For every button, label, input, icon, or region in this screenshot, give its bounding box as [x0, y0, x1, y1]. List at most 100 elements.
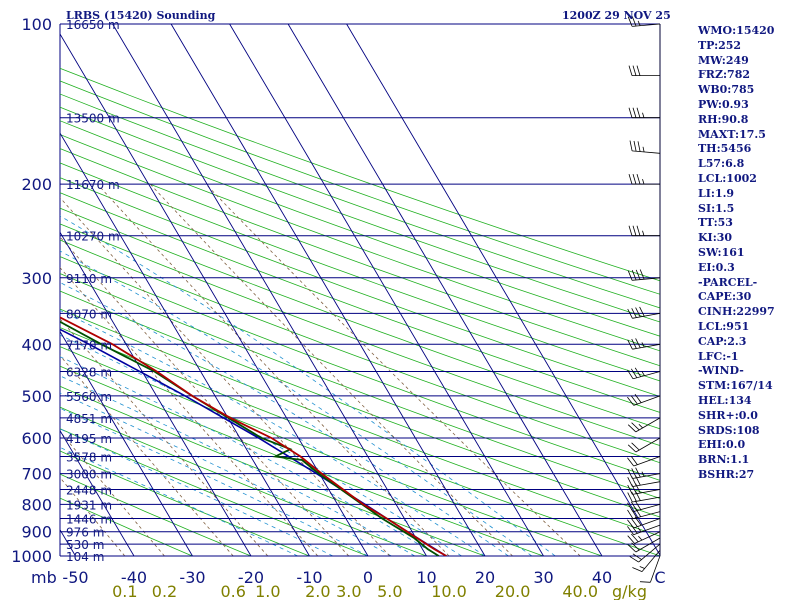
pressure-tick-label: 1000 — [11, 547, 52, 566]
wind-barb — [627, 491, 661, 503]
sounding-index: TH:5456 — [698, 142, 752, 156]
wind-barb-flag — [632, 567, 643, 572]
wind-barb-flag — [635, 307, 641, 318]
sounding-index: STM:167/14 — [698, 379, 773, 393]
wind-barb-flag — [641, 471, 645, 477]
sounding-index: MAXT:17.5 — [698, 127, 766, 141]
wind-barb-flag — [631, 542, 640, 551]
sounding-index: LI:1.9 — [698, 186, 735, 200]
wind-barb-flag — [627, 492, 633, 503]
wind-barb-flag — [632, 553, 642, 560]
wind-barb-staff — [632, 511, 661, 520]
height-label: 7170 m — [66, 338, 112, 352]
wind-barb-staff — [634, 531, 661, 544]
mixing-ratio-tick-label: 1.0 — [255, 582, 280, 600]
wind-barb-flag — [627, 16, 633, 27]
wind-barb-flag — [627, 526, 635, 535]
wind-barb-flag — [627, 519, 635, 529]
wind-barb-staff — [635, 417, 661, 433]
sounding-index: MW:249 — [698, 53, 749, 67]
height-label: 530 m — [66, 538, 104, 552]
wind-barb-flag — [639, 306, 645, 317]
dry-adiabat — [60, 327, 660, 556]
temperature-tick-label: 0 — [363, 568, 373, 587]
temperature-tick-label: -40 — [121, 568, 147, 587]
mixing-ratio-line — [60, 236, 350, 556]
mixing-ratio-tick-label: 0.1 — [112, 582, 137, 600]
wind-barb-staff — [632, 150, 661, 154]
isotherm — [287, 24, 603, 556]
wind-barb-staff — [633, 524, 661, 536]
mixing-ratio-line — [60, 267, 319, 556]
mixing-ratio-tick-label: 0.2 — [152, 582, 177, 600]
wind-barb-staff — [633, 395, 661, 406]
dry-adiabat — [60, 67, 660, 282]
pressure-tick-label: 200 — [21, 175, 52, 194]
wind-barb-flag — [632, 173, 637, 185]
isotherm — [112, 24, 427, 556]
sounding-index: BSHR:27 — [698, 467, 755, 481]
pressure-tick-label: 700 — [21, 465, 52, 484]
station-title: LRBS (15420) Sounding — [66, 9, 216, 22]
wind-barb-staff — [632, 23, 661, 27]
height-label: 6328 m — [66, 366, 112, 380]
dry-adiabat — [60, 93, 660, 309]
sounding-index: L57:6.8 — [698, 157, 745, 171]
sounding-index: -WIND- — [698, 364, 744, 378]
mixing-ratio-unit-label: g/kg — [612, 582, 647, 600]
height-label: 4195 m — [66, 432, 112, 446]
sounding-index: TP:252 — [698, 38, 742, 52]
dry-adiabat — [60, 192, 660, 413]
pressure-tick-label: 800 — [21, 495, 52, 514]
wind-barb — [628, 173, 660, 185]
mixing-ratio-tick-label: 2.0 — [305, 582, 330, 600]
dry-adiabat — [60, 273, 660, 499]
dry-adiabat — [60, 106, 660, 323]
wind-barb-flag — [630, 395, 638, 405]
wind-barb-staff — [632, 481, 661, 487]
wind-barb-staff — [632, 489, 661, 495]
profiles — [60, 316, 447, 556]
wind-barb-flag — [627, 477, 633, 487]
wind-barb-staff — [633, 456, 661, 467]
wind-barb-flag — [630, 368, 638, 378]
wind-barb-flag — [642, 178, 645, 185]
wind-barb-flag — [635, 269, 641, 280]
mixing-ratio-tick-label: 5.0 — [377, 582, 402, 600]
moist-adiabat — [60, 392, 392, 556]
dry-adiabat — [60, 207, 660, 430]
isotherm — [346, 24, 660, 556]
dry-adiabat — [60, 148, 660, 367]
wind-barb-flag — [635, 338, 641, 348]
dry-adiabat — [60, 134, 660, 352]
sounding-index: LCL:1002 — [698, 171, 757, 185]
isotherm — [170, 24, 486, 556]
wind-barb-flag — [636, 107, 641, 118]
mixing-ratio-line — [149, 183, 513, 556]
height-label: 2448 m — [66, 484, 112, 498]
sounding-index: LCL:951 — [698, 319, 750, 333]
pressure-tick-label: 300 — [21, 269, 52, 288]
wind-barb-flag — [629, 140, 633, 151]
wind-barb — [628, 107, 660, 119]
wind-barb-flag — [635, 467, 641, 478]
dry-adiabat — [60, 385, 487, 556]
sounding-index: SW:161 — [698, 245, 745, 259]
wind-barb-flag — [631, 468, 637, 478]
sounding-index: RH:90.8 — [698, 112, 749, 126]
wind-barb — [627, 417, 661, 433]
pressure-tick-label: 500 — [21, 387, 52, 406]
wind-barb-flag — [637, 20, 641, 26]
height-label: 5560 m — [66, 390, 112, 404]
sounding-index: KI:30 — [698, 231, 733, 245]
height-label: 1931 m — [66, 498, 112, 512]
height-label: 16650 m — [66, 18, 120, 32]
moist-adiabat — [60, 375, 415, 556]
temperature-tick-label: -30 — [179, 568, 205, 587]
height-label: 4851 m — [66, 412, 112, 426]
wind-barb-flag — [627, 502, 634, 512]
moist-adiabat — [60, 250, 533, 556]
wind-barb-flag — [637, 527, 642, 533]
wind-barb — [627, 306, 661, 319]
